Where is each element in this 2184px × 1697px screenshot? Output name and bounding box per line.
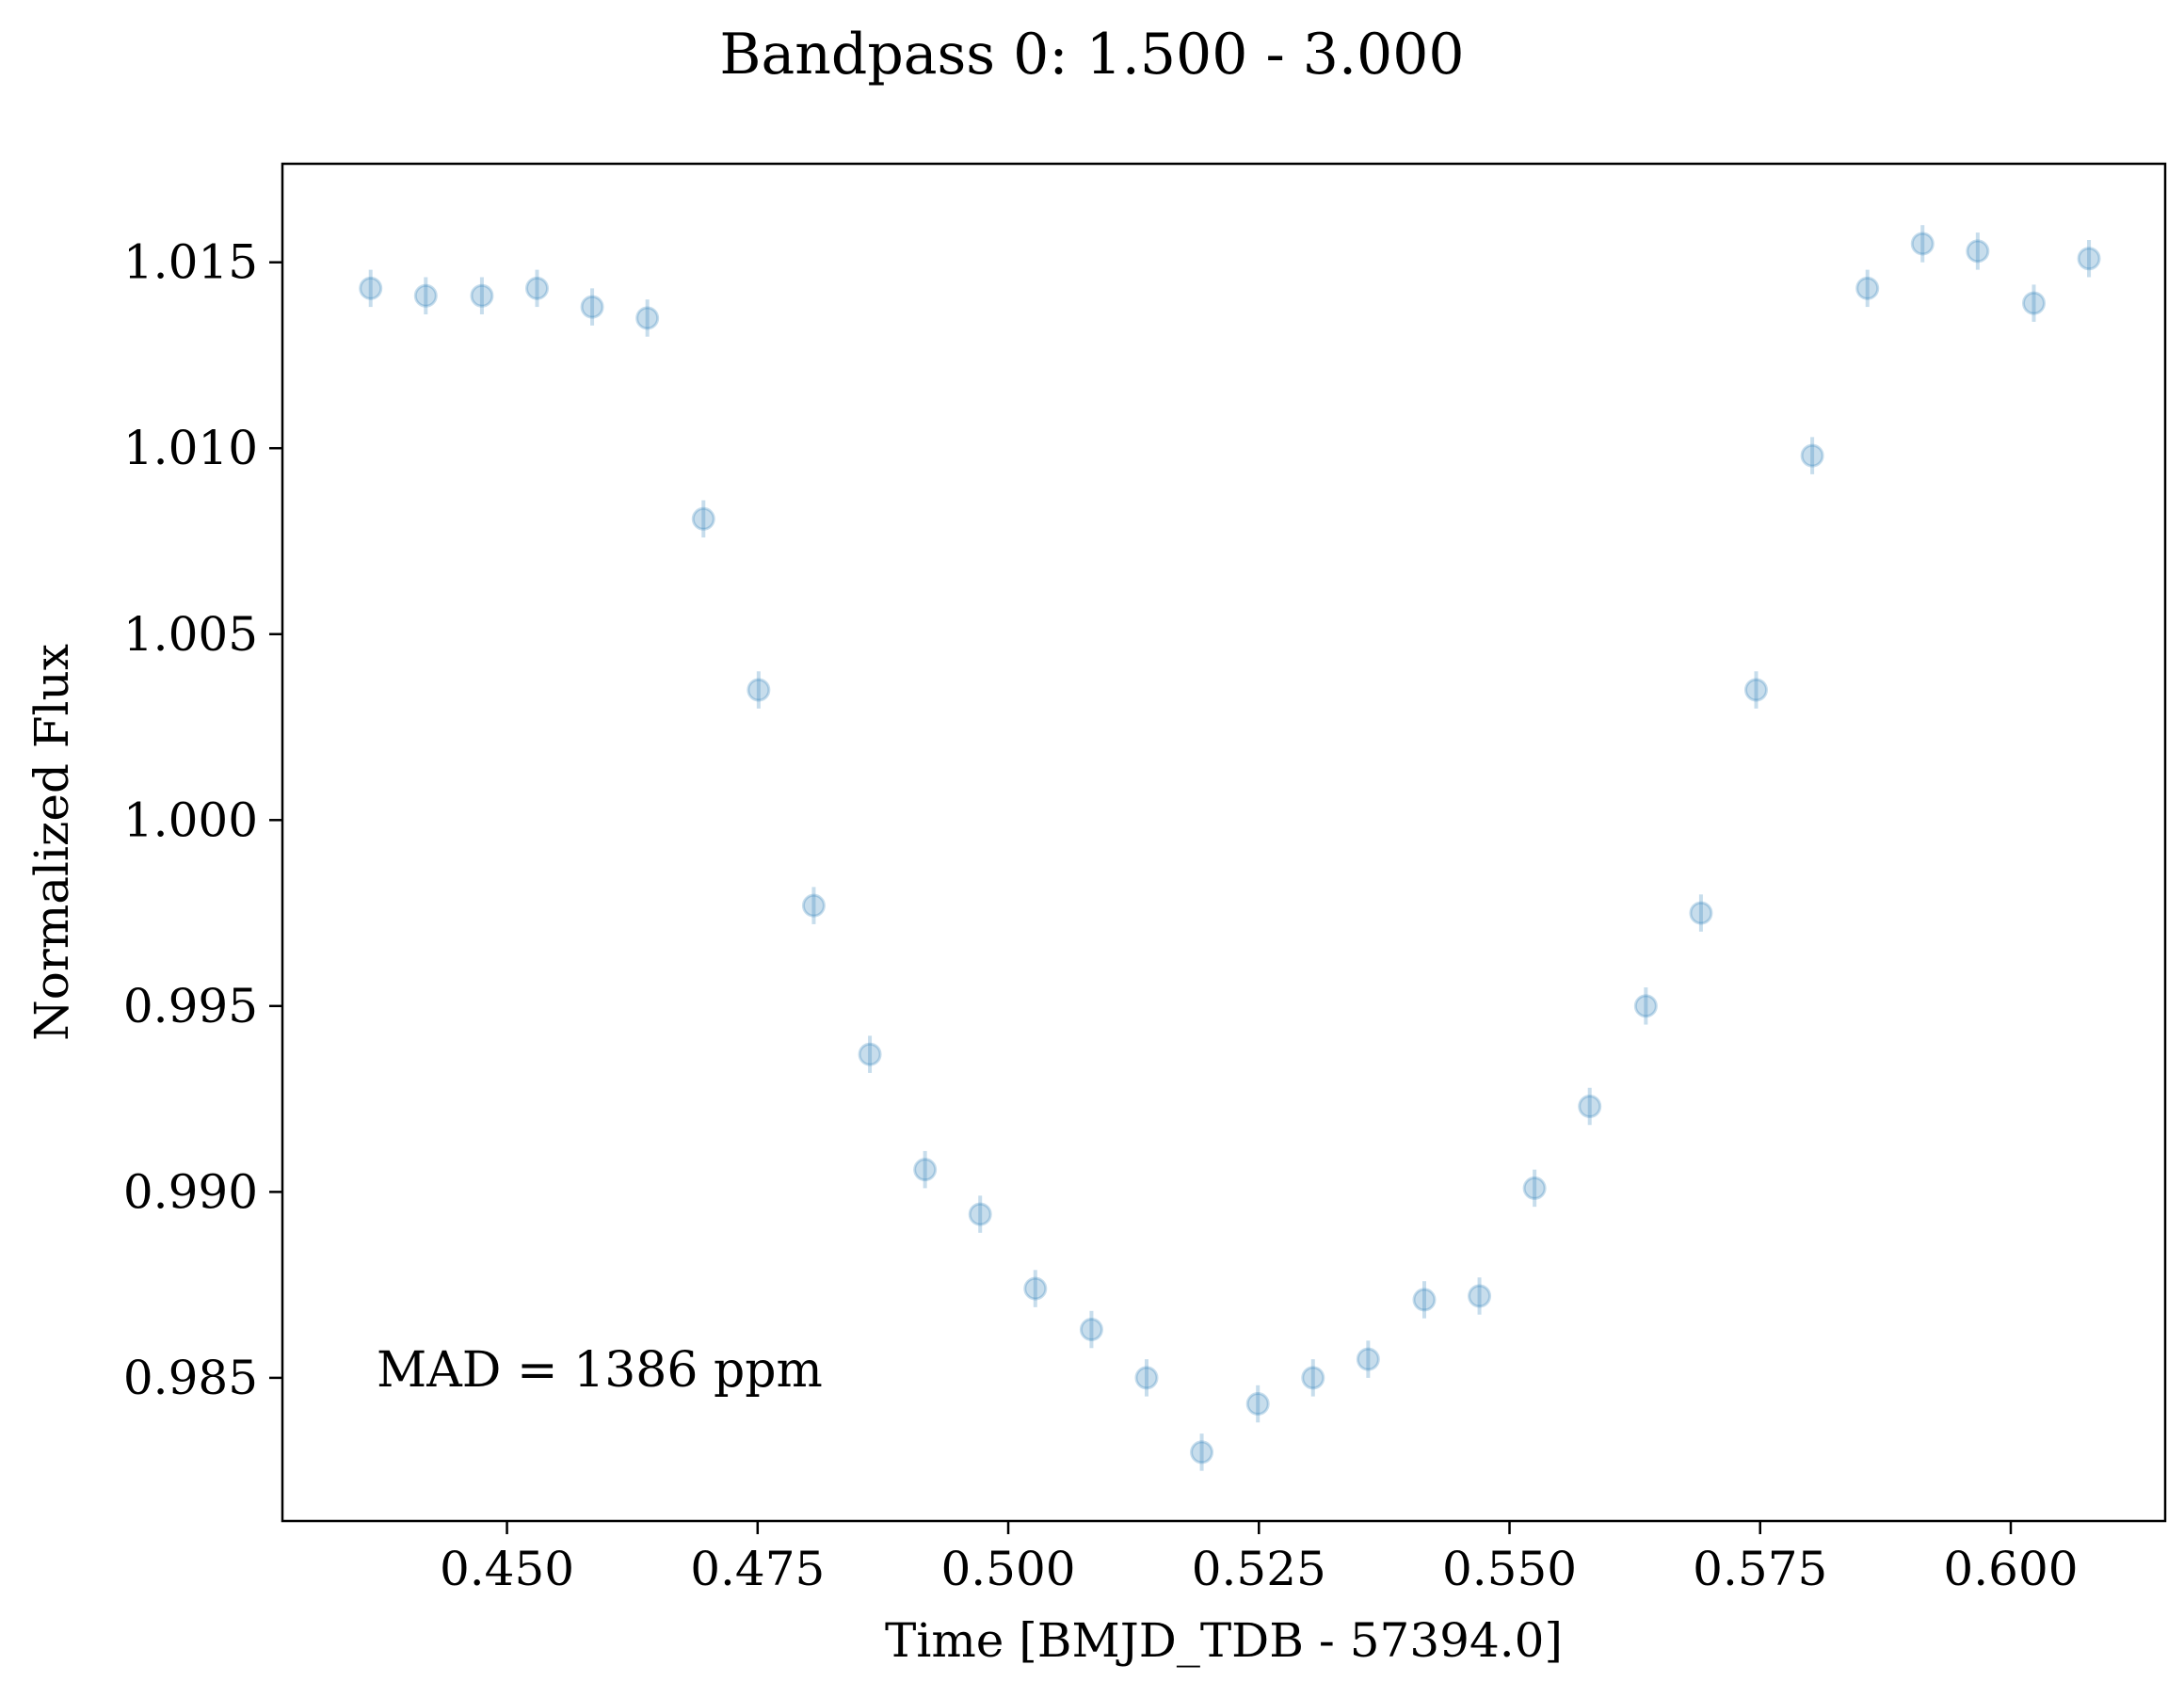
y-axis-label: Normalized Flux — [24, 644, 79, 1041]
point-marker — [1743, 678, 1768, 702]
data-point — [913, 1150, 938, 1189]
data-point — [525, 269, 550, 308]
data-point — [1743, 671, 1768, 709]
x-tick-label: 0.500 — [940, 1542, 1075, 1596]
point-marker — [1245, 1392, 1270, 1417]
point-marker — [1910, 232, 1935, 256]
data-point — [635, 299, 660, 337]
point-marker — [1301, 1366, 1325, 1390]
y-tick-label: 0.990 — [123, 1164, 258, 1219]
data-point — [968, 1195, 992, 1233]
data-point — [2077, 239, 2101, 278]
plot-frame — [281, 162, 2167, 1523]
y-tick-label: 1.005 — [123, 607, 258, 662]
point-marker — [913, 1158, 938, 1182]
data-point — [1689, 894, 1713, 932]
x-tick-label: 0.450 — [440, 1542, 574, 1596]
x-axis-label: Time [BMJD_TDB - 57394.0] — [885, 1613, 1563, 1668]
mad-annotation: MAD = 1386 ppm — [377, 1342, 823, 1399]
point-marker — [1855, 276, 1880, 300]
point-marker — [1800, 443, 1824, 468]
data-point — [1800, 437, 1824, 474]
y-tick-label: 0.995 — [123, 979, 258, 1033]
data-point — [359, 269, 383, 308]
point-marker — [2021, 291, 2046, 315]
point-marker — [858, 1042, 882, 1066]
data-point — [1301, 1359, 1325, 1397]
point-marker — [580, 295, 604, 319]
chart-title: Bandpass 0: 1.500 - 3.000 — [719, 22, 1464, 88]
data-point — [747, 671, 771, 709]
point-marker — [470, 283, 494, 308]
point-marker — [1023, 1276, 1048, 1301]
point-marker — [1689, 901, 1713, 925]
point-marker — [359, 276, 383, 300]
y-tick-label: 1.015 — [123, 235, 258, 290]
point-marker — [968, 1202, 992, 1226]
point-marker — [1190, 1440, 1214, 1465]
data-point — [2021, 284, 2046, 322]
point-marker — [1522, 1176, 1547, 1200]
data-point — [1245, 1385, 1270, 1423]
data-point — [1522, 1169, 1547, 1208]
point-marker — [1966, 239, 1990, 264]
y-tick-label: 0.985 — [123, 1351, 258, 1405]
point-marker — [801, 893, 826, 918]
point-marker — [1356, 1347, 1380, 1371]
data-point — [413, 277, 438, 315]
point-marker — [1134, 1366, 1159, 1390]
data-point — [580, 288, 604, 326]
data-point — [1633, 987, 1658, 1025]
data-points — [359, 225, 2101, 1471]
data-point — [1356, 1340, 1380, 1378]
data-point — [470, 277, 494, 315]
point-marker — [691, 506, 715, 531]
x-tick-label: 0.550 — [1442, 1542, 1577, 1596]
data-point — [691, 500, 715, 538]
data-point — [1468, 1277, 1492, 1315]
point-marker — [1412, 1288, 1437, 1312]
data-point — [1855, 269, 1880, 308]
data-point — [858, 1035, 882, 1073]
y-axis: 0.985 0.990 0.995 1.000 1.005 1.010 1.015 — [123, 235, 282, 1405]
data-point — [1190, 1433, 1214, 1471]
point-marker — [2077, 247, 2101, 271]
point-marker — [635, 306, 660, 330]
data-point — [1578, 1087, 1602, 1126]
x-tick-label: 0.525 — [1192, 1542, 1326, 1596]
point-marker — [1578, 1094, 1602, 1118]
y-tick-label: 1.000 — [123, 792, 258, 847]
point-marker — [1079, 1318, 1103, 1342]
data-point — [1910, 225, 1935, 263]
data-point — [1023, 1270, 1048, 1307]
point-marker — [1633, 994, 1658, 1018]
x-tick-label: 0.575 — [1693, 1542, 1827, 1596]
point-marker — [525, 276, 550, 300]
data-point — [1412, 1281, 1437, 1319]
data-point — [1966, 232, 1990, 270]
point-marker — [413, 283, 438, 308]
data-point — [1134, 1359, 1159, 1397]
data-point — [801, 887, 826, 924]
point-marker — [1468, 1284, 1492, 1308]
x-axis: 0.450 0.475 0.500 0.525 0.550 0.575 0.600 — [440, 1521, 2079, 1596]
point-marker — [747, 678, 771, 702]
x-tick-label: 0.475 — [690, 1542, 825, 1596]
x-tick-label: 0.600 — [1943, 1542, 2078, 1596]
data-point — [1079, 1310, 1103, 1349]
y-tick-label: 1.010 — [123, 421, 258, 475]
